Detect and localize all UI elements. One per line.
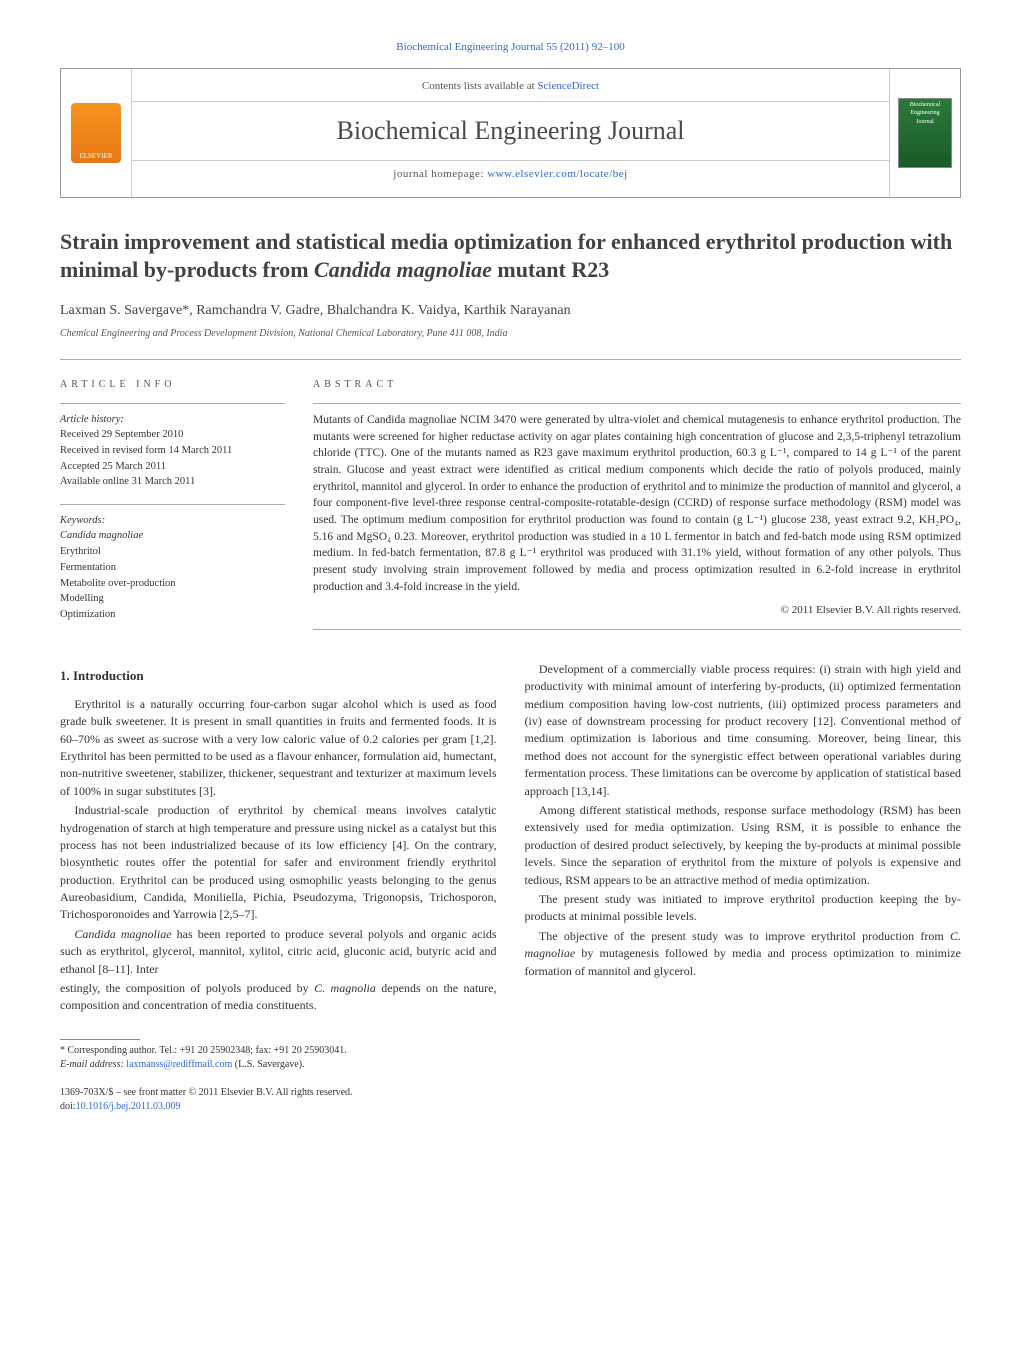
journal-cover-icon: Biochemical Engineering Journal <box>898 98 952 168</box>
contents-prefix: Contents lists available at <box>422 80 537 92</box>
affiliation: Chemical Engineering and Process Develop… <box>60 327 961 342</box>
homepage-line: journal homepage: www.elsevier.com/locat… <box>132 160 889 183</box>
email-link[interactable]: laxmanss@rediffmail.com <box>126 1059 232 1070</box>
journal-name: Biochemical Engineering Journal <box>132 112 889 150</box>
email-line: E-mail address: laxmanss@rediffmail.com … <box>60 1058 961 1072</box>
title-part2: mutant R23 <box>492 257 609 282</box>
publisher-logo-cell: ELSEVIER <box>61 69 131 197</box>
history-label: Article history: <box>60 412 285 427</box>
copyright-line: © 2011 Elsevier B.V. All rights reserved… <box>313 603 961 630</box>
cover-label: Biochemical Engineering Journal <box>910 102 940 125</box>
elsevier-logo-icon: ELSEVIER <box>71 103 121 163</box>
intro-text: by mutagenesis followed by media and pro… <box>525 946 962 977</box>
footnote-divider <box>60 1039 140 1040</box>
issn-line: 1369-703X/$ – see front matter © 2011 El… <box>60 1086 961 1100</box>
info-abstract-row: article info Article history: Received 2… <box>60 359 961 636</box>
keyword: Candida magnoliae <box>60 528 285 544</box>
sciencedirect-link[interactable]: ScienceDirect <box>537 80 599 92</box>
contents-line: Contents lists available at ScienceDirec… <box>132 79 889 102</box>
intro-para: Erythritol is a naturally occurring four… <box>60 696 497 800</box>
email-name: (L.S. Savergave). <box>232 1059 304 1070</box>
keyword: Metabolite over-production <box>60 576 285 592</box>
history-revised: Received in revised form 14 March 2011 <box>60 443 285 459</box>
publisher-logo-label: ELSEVIER <box>79 151 112 161</box>
keyword: Optimization <box>60 607 285 623</box>
article-info-head: article info <box>60 378 285 393</box>
intro-para: estingly, the composition of polyols pro… <box>60 980 497 1015</box>
history-online: Available online 31 March 2011 <box>60 474 285 490</box>
intro-para: Industrial-scale production of erythrito… <box>60 802 497 924</box>
intro-para: Development of a commercially viable pro… <box>525 661 962 800</box>
article-info-column: article info Article history: Received 2… <box>60 378 285 636</box>
doi-label: doi: <box>60 1101 76 1112</box>
abstract-text: Mutants of Candida magnoliae NCIM 3470 w… <box>313 403 961 595</box>
footer-block: * Corresponding author. Tel.: +91 20 259… <box>60 1039 961 1114</box>
intro-text: estingly, the composition of polyols pro… <box>60 981 314 995</box>
authors: Laxman S. Savergave*, Ramchandra V. Gadr… <box>60 301 961 321</box>
article-history: Article history: Received 29 September 2… <box>60 403 285 490</box>
species-name: C. magnolia <box>314 981 376 995</box>
corresponding-author: * Corresponding author. Tel.: +91 20 259… <box>60 1044 961 1058</box>
intro-para: The objective of the present study was t… <box>525 928 962 980</box>
doi-link[interactable]: 10.1016/j.bej.2011.03.009 <box>76 1101 181 1112</box>
doi-line: doi:10.1016/j.bej.2011.03.009 <box>60 1100 961 1114</box>
journal-header: ELSEVIER Contents lists available at Sci… <box>60 68 961 198</box>
intro-para: The present study was initiated to impro… <box>525 891 962 926</box>
keyword-text: Candida magnoliae <box>60 530 143 541</box>
keyword: Fermentation <box>60 560 285 576</box>
introduction-head: 1. Introduction <box>60 667 497 686</box>
homepage-link[interactable]: www.elsevier.com/locate/bej <box>487 168 627 180</box>
intro-para: Candida magnoliae has been reported to p… <box>60 926 497 978</box>
keyword: Erythritol <box>60 544 285 560</box>
keywords-label: Keywords: <box>60 513 285 528</box>
intro-text: The objective of the present study was t… <box>539 929 950 943</box>
article-title: Strain improvement and statistical media… <box>60 228 961 285</box>
abstract-head: abstract <box>313 378 961 393</box>
homepage-prefix: journal homepage: <box>393 168 487 180</box>
body-columns: 1. Introduction Erythritol is a naturall… <box>60 661 961 1015</box>
title-species: Candida magnoliae <box>314 257 492 282</box>
email-label: E-mail address: <box>60 1059 126 1070</box>
cover-thumb-cell: Biochemical Engineering Journal <box>890 69 960 197</box>
history-received: Received 29 September 2010 <box>60 427 285 443</box>
history-accepted: Accepted 25 March 2011 <box>60 459 285 475</box>
journal-reference: Biochemical Engineering Journal 55 (2011… <box>60 40 961 56</box>
header-center: Contents lists available at ScienceDirec… <box>131 69 890 197</box>
keywords-block: Keywords: Candida magnoliae Erythritol F… <box>60 504 285 623</box>
keyword: Modelling <box>60 591 285 607</box>
abstract-column: abstract Mutants of Candida magnoliae NC… <box>313 378 961 636</box>
species-name: Candida magnoliae <box>74 927 171 941</box>
intro-para: Among different statistical methods, res… <box>525 802 962 889</box>
